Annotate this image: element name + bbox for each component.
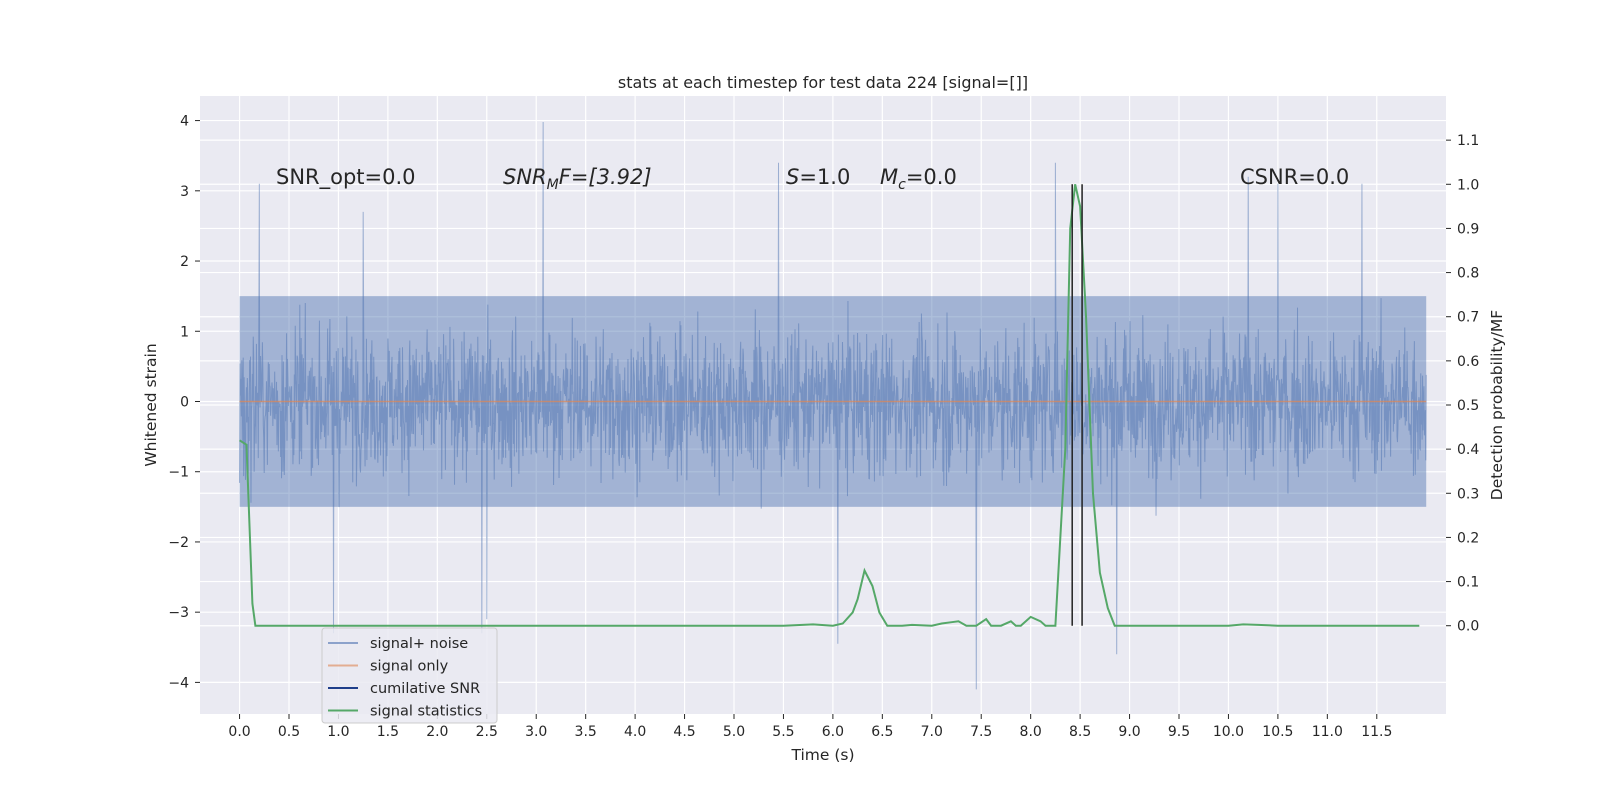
y-left-tick-label: 2 <box>180 254 189 270</box>
x-tick-label: 4.5 <box>673 724 695 740</box>
y-right-tick-label: 0.0 <box>1457 619 1479 635</box>
x-tick-label: 5.5 <box>772 724 794 740</box>
x-tick-label: 6.0 <box>822 724 844 740</box>
annotation-s-symbol: S <box>786 165 799 189</box>
annotation-snr-mf: SNRMF=[3.92] <box>503 165 652 193</box>
annotations: SNR_opt=0.0 SNRMF=[3.92] S=1.0 Mc=0.0 CS… <box>276 165 1349 193</box>
signal-statistics-line <box>239 184 1420 627</box>
left-axis: −4 −3 −2 −1 0 1 2 3 4 <box>168 114 200 691</box>
y-left-tick-label: 4 <box>180 114 189 130</box>
y-right-tick-label: 0.4 <box>1457 442 1479 458</box>
annotation-csnr: CSNR=0.0 <box>1240 165 1349 189</box>
y-right-tick-label: 0.3 <box>1457 486 1479 502</box>
legend: signal+ noise signal only cumilative SNR si… <box>321 627 498 724</box>
y-right-tick-label: 0.8 <box>1457 266 1479 282</box>
y-right-tick-label: 0.7 <box>1457 310 1479 326</box>
y-right-tick-label: 0.2 <box>1457 530 1479 546</box>
vertical-markers <box>1071 184 1083 626</box>
right-axis: 0.0 0.1 0.2 0.3 0.4 0.5 0.6 0.7 0.8 0.9 1.0 1.1 <box>1446 133 1479 635</box>
x-tick-label: 3.5 <box>575 724 597 740</box>
legend-label: signal statistics <box>370 704 482 720</box>
x-tick-label: 0.0 <box>228 724 250 740</box>
y-axis-left-title: Whitened strain <box>142 343 160 466</box>
y-right-tick-label: 0.6 <box>1457 354 1479 370</box>
x-tick-label: 3.0 <box>525 724 547 740</box>
x-tick-label: 5.0 <box>723 724 745 740</box>
x-axis: 0.0 0.5 1.0 1.5 2.0 2.5 3.0 3.5 4.0 4.5 5.0 5.5 6.0 6… <box>228 714 1392 740</box>
x-tick-label: 10.5 <box>1262 724 1293 740</box>
annotation-snr-mf-symbol: SNR <box>503 165 547 189</box>
x-tick-label: 7.0 <box>921 724 943 740</box>
y-left-tick-label: 3 <box>180 184 189 200</box>
x-tick-label: 0.5 <box>278 724 300 740</box>
y-axis-right-title: Detection probability/MF <box>1488 310 1506 501</box>
legend-label: signal+ noise <box>370 636 468 652</box>
x-tick-label: 6.5 <box>871 724 893 740</box>
x-tick-label: 2.5 <box>476 724 498 740</box>
legend-label: cumilative SNR <box>370 681 480 697</box>
y-right-tick-label: 0.9 <box>1457 221 1479 237</box>
y-right-tick-label: 1.1 <box>1457 133 1479 149</box>
y-left-tick-label: −4 <box>168 675 189 691</box>
annotation-mc-subscript: c <box>898 177 906 193</box>
annotation-snr-mf-subscript: M <box>547 177 559 193</box>
x-axis-title: Time (s) <box>790 746 854 764</box>
annotation-snr-opt: SNR_opt=0.0 <box>276 165 416 190</box>
y-right-tick-label: 0.1 <box>1457 575 1479 591</box>
x-tick-label: 9.5 <box>1168 724 1190 740</box>
x-tick-label: 10.0 <box>1213 724 1244 740</box>
x-tick-label: 8.0 <box>1020 724 1042 740</box>
y-left-tick-label: −2 <box>168 535 189 551</box>
x-tick-label: 8.5 <box>1069 724 1091 740</box>
signal-statistics-series <box>239 184 1420 627</box>
x-tick-label: 9.0 <box>1118 724 1140 740</box>
annotation-s: S=1.0 <box>786 165 850 189</box>
x-tick-label: 11.0 <box>1312 724 1343 740</box>
x-tick-label: 4.0 <box>624 724 646 740</box>
y-right-tick-label: 1.0 <box>1457 177 1479 193</box>
legend-box <box>321 627 498 724</box>
y-left-tick-label: −3 <box>168 605 189 621</box>
y-left-tick-label: −1 <box>168 465 189 481</box>
x-tick-label: 2.0 <box>426 724 448 740</box>
annotation-mc-value: =0.0 <box>906 165 957 189</box>
annotation-snr-mf-value: F=[3.92] <box>559 165 652 189</box>
x-tick-label: 11.5 <box>1361 724 1392 740</box>
legend-items: signal+ noise signal only cumilative SNR si… <box>328 636 482 720</box>
y-right-tick-label: 0.5 <box>1457 398 1479 414</box>
y-left-tick-label: 1 <box>180 324 189 340</box>
y-left-tick-label: 0 <box>180 394 189 410</box>
annotation-s-value: =1.0 <box>799 165 850 189</box>
x-tick-label: 1.0 <box>327 724 349 740</box>
legend-label: signal only <box>370 659 449 675</box>
x-tick-label: 1.5 <box>377 724 399 740</box>
signal-plus-noise-line <box>239 121 1427 690</box>
annotation-mc-symbol: M <box>880 165 898 189</box>
x-tick-label: 7.5 <box>970 724 992 740</box>
annotation-mc: Mc=0.0 <box>880 165 957 193</box>
chart-title: stats at each timestep for test data 224… <box>618 73 1028 92</box>
